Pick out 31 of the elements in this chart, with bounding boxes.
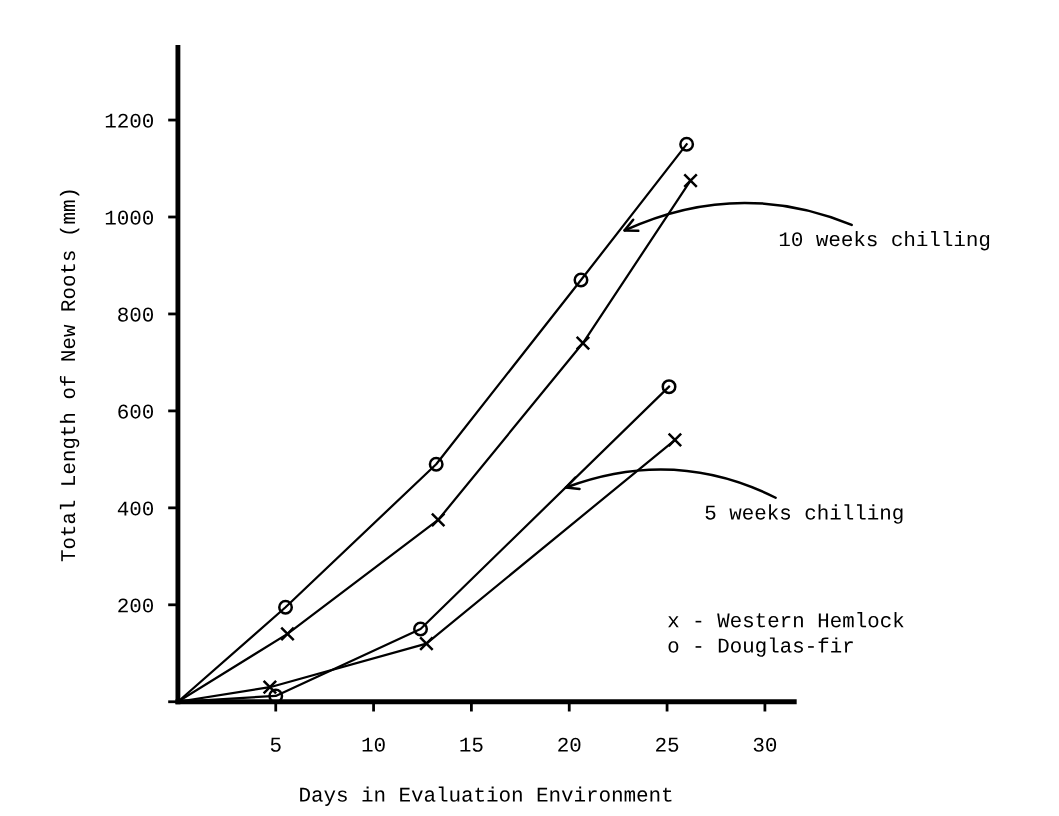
x-tick-label: 15 bbox=[460, 737, 483, 752]
annotation: 5 weeks chilling bbox=[705, 504, 903, 524]
y-tick-label: 1200 bbox=[105, 113, 154, 128]
annotation: 10 weeks chilling bbox=[779, 231, 990, 251]
y-tick-label: 800 bbox=[118, 307, 154, 322]
point bbox=[418, 636, 434, 652]
annotation: o - Douglas-fir bbox=[668, 637, 853, 657]
point bbox=[661, 379, 677, 395]
y-tick-label: 400 bbox=[117, 501, 154, 516]
y-axis-title: Total Length of New Roots (mm) bbox=[59, 190, 80, 562]
y-tick-label: 200 bbox=[118, 598, 154, 613]
x-axis-title: Days in Evaluation Environment bbox=[300, 786, 672, 806]
point bbox=[573, 272, 589, 288]
point bbox=[428, 456, 444, 472]
point bbox=[279, 626, 295, 642]
x-tick-label: 30 bbox=[753, 737, 777, 752]
x-tick-label: 25 bbox=[656, 737, 679, 752]
point bbox=[679, 136, 695, 152]
point bbox=[430, 512, 446, 528]
point bbox=[262, 679, 278, 695]
y-tick-label: 1000 bbox=[105, 210, 154, 225]
x-tick-label: 20 bbox=[558, 737, 581, 752]
point bbox=[683, 173, 699, 189]
x-tick-label: 10 bbox=[362, 737, 385, 752]
x-tick-label: 5 bbox=[270, 737, 281, 752]
y-tick-label: 600 bbox=[118, 404, 154, 419]
point bbox=[667, 432, 683, 448]
point bbox=[278, 599, 294, 615]
annotation: x - Western Hemlock bbox=[668, 612, 904, 628]
point bbox=[413, 621, 429, 637]
point bbox=[575, 335, 591, 351]
